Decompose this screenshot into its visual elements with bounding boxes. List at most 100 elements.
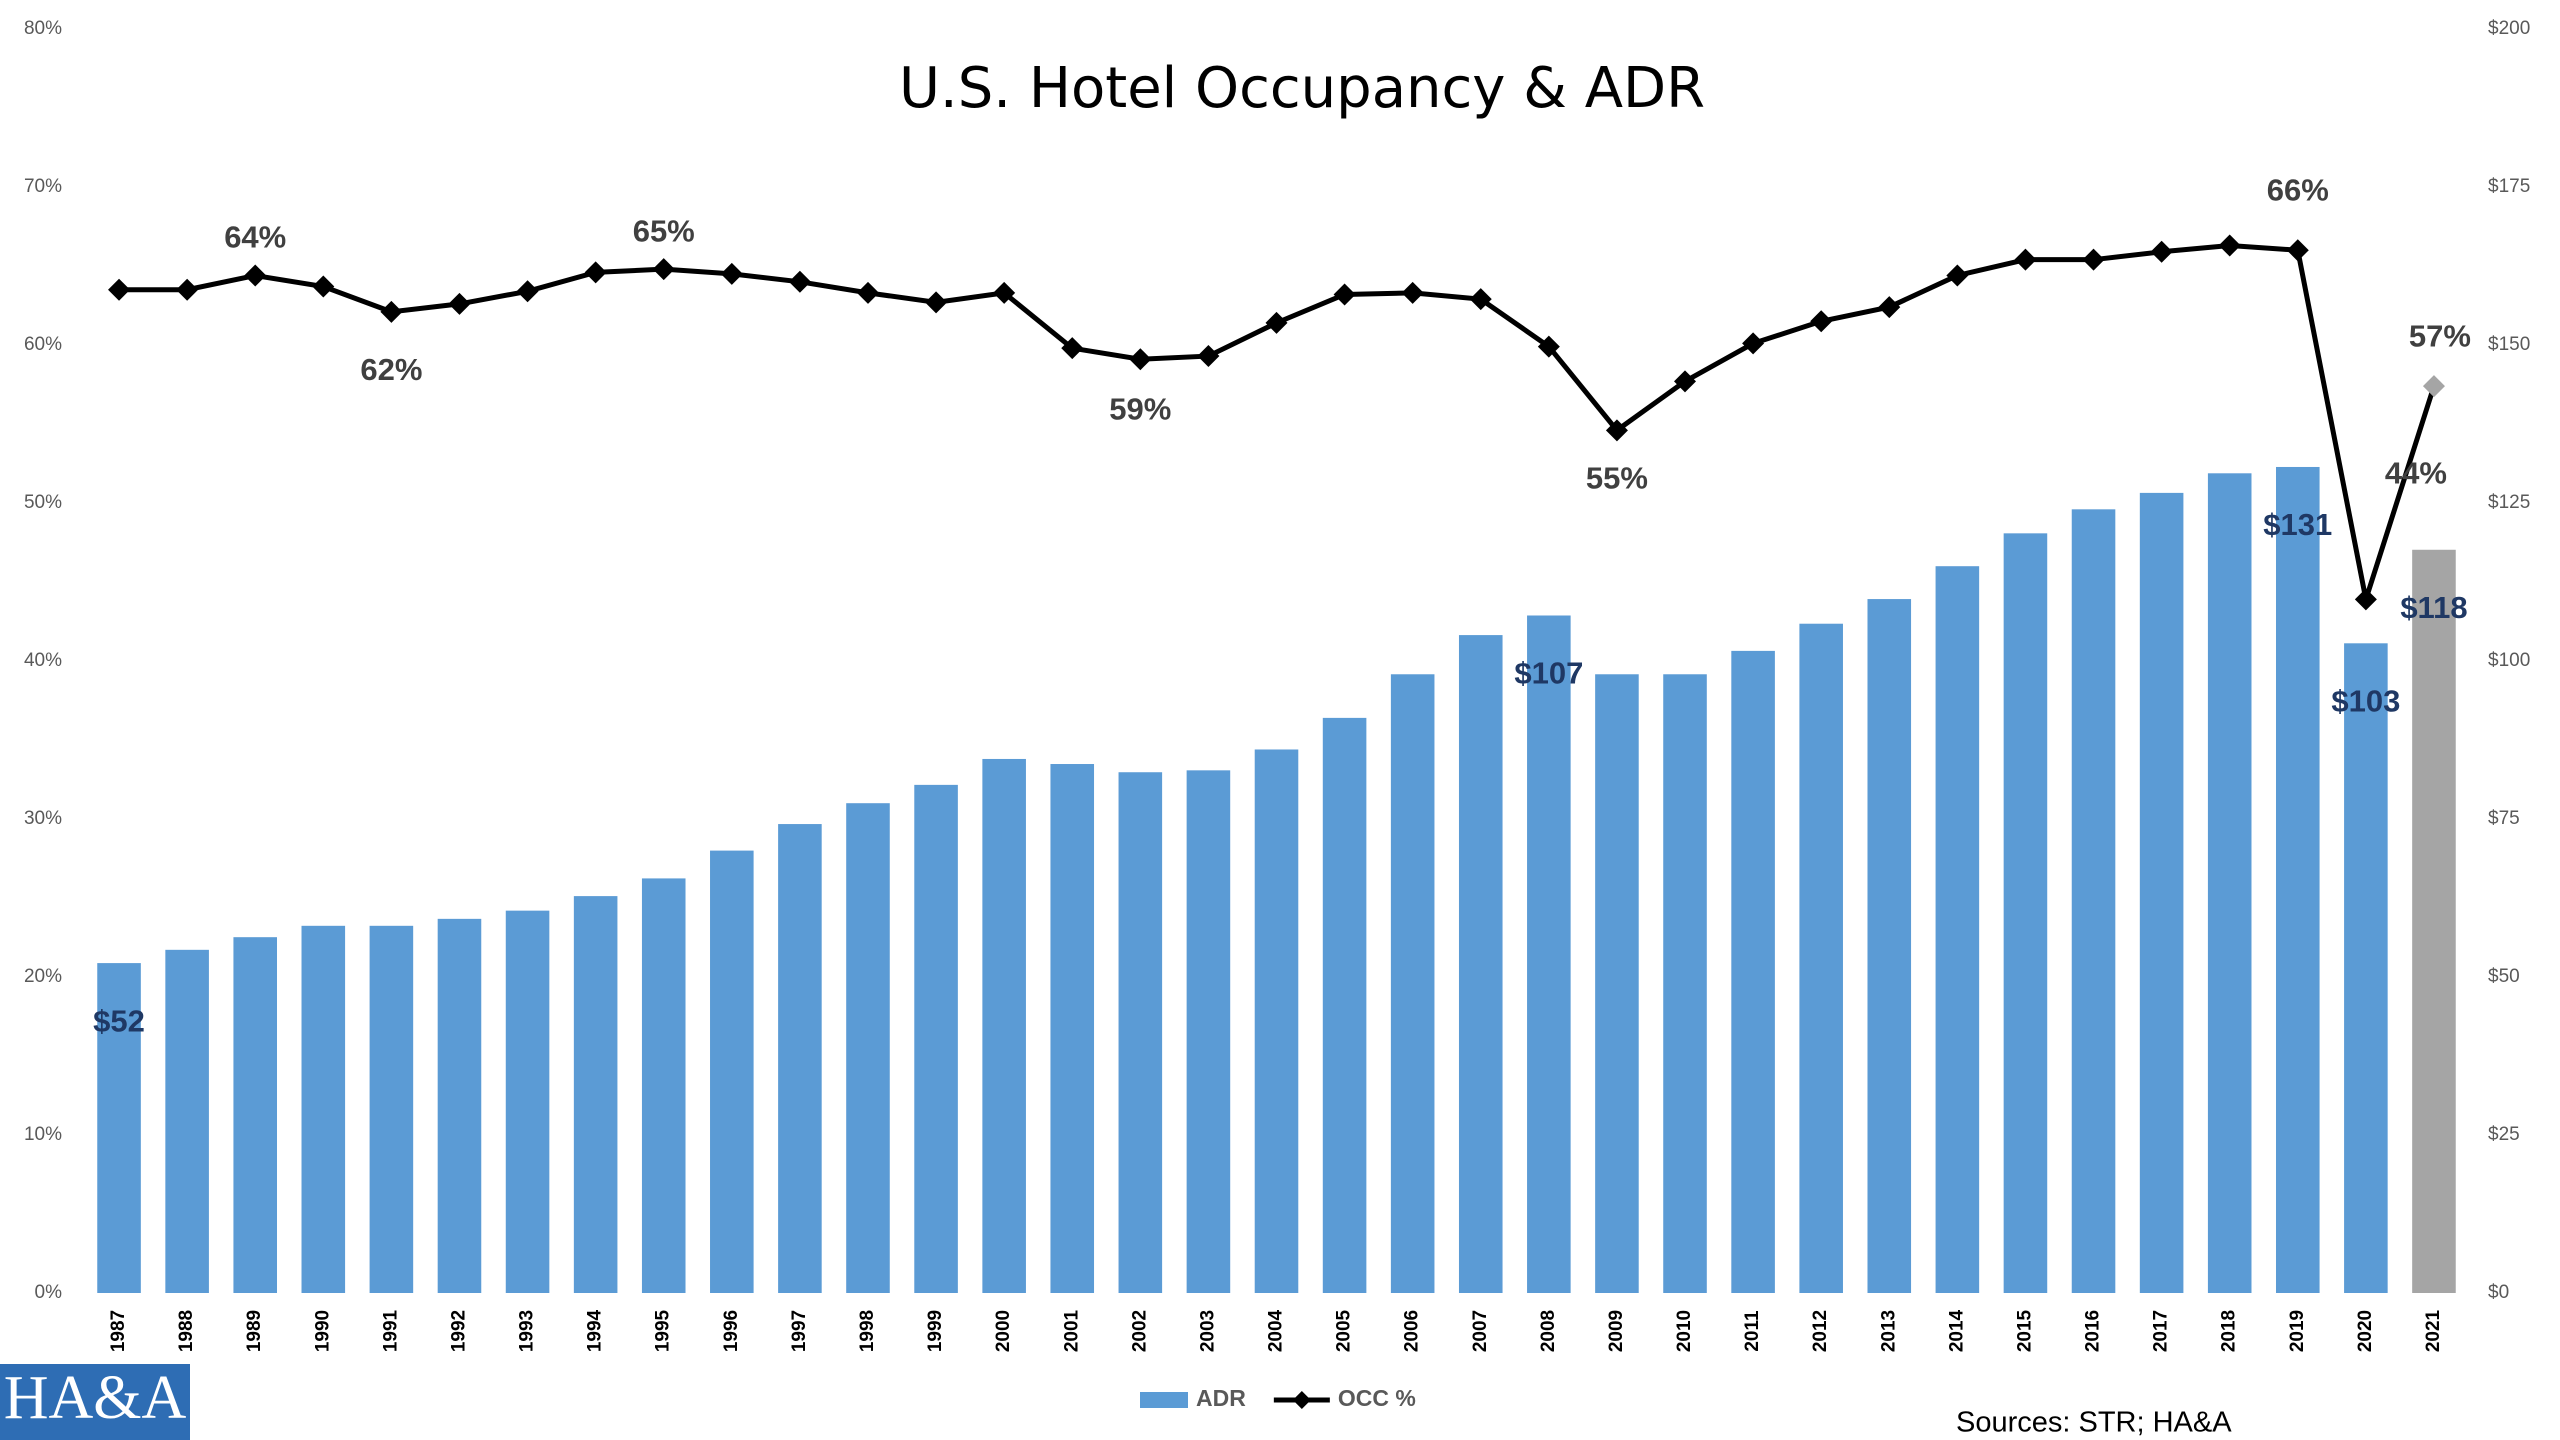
marker (2422, 375, 2445, 398)
bar (1118, 772, 1163, 1293)
bar (369, 925, 414, 1293)
y2-tick-label: $100 (2488, 650, 2530, 671)
bar-label: $103 (2331, 683, 2400, 718)
line-label: 44% (2385, 456, 2447, 491)
y-tick-label: 70% (24, 176, 62, 197)
y2-tick-label: $0 (2488, 1282, 2509, 1303)
marker (108, 278, 131, 301)
bar (437, 918, 482, 1293)
bar (1254, 749, 1299, 1293)
bar-label: $131 (2263, 507, 2332, 542)
x-tick-label: 2018 (2219, 1310, 2240, 1352)
x-tick-label: 2014 (1946, 1309, 1967, 1352)
x-tick-label: 1996 (721, 1310, 742, 1352)
y-tick-label: 0% (35, 1282, 63, 1303)
y-tick-label: 30% (24, 808, 62, 829)
line-label: 55% (1586, 461, 1648, 496)
x-tick-label: 1991 (380, 1309, 401, 1352)
marker (1742, 332, 1765, 355)
y-tick-label: 60% (24, 334, 62, 355)
x-tick-label: 2008 (1538, 1310, 1559, 1352)
x-tick-label: 2015 (2014, 1309, 2035, 1352)
line-label: 64% (224, 220, 286, 255)
marker (1674, 370, 1697, 393)
x-tick-label: 1987 (108, 1310, 129, 1352)
marker (1878, 296, 1901, 319)
logo: HA&A (4, 1364, 187, 1432)
x-tick-label: 2012 (1810, 1310, 1831, 1352)
bar-label: $118 (2400, 590, 2467, 625)
y2-tick-label: $75 (2488, 808, 2520, 829)
bar (2207, 473, 2252, 1293)
bar (573, 896, 618, 1293)
bar (1935, 566, 1980, 1293)
bar (1322, 717, 1367, 1293)
x-tick-label: 2016 (2083, 1310, 2104, 1352)
marker (652, 258, 675, 281)
bar (710, 850, 754, 1293)
x-tick-label: 2011 (1742, 1310, 1763, 1352)
bar (982, 758, 1026, 1293)
bar (914, 784, 958, 1293)
line-label: 62% (360, 352, 422, 387)
marker (244, 264, 267, 287)
bar (846, 803, 890, 1293)
y-tick-label: 50% (24, 492, 62, 513)
legend-swatch (1140, 1392, 1188, 1408)
marker (1401, 281, 1424, 304)
x-tick-label: 2004 (1266, 1309, 1287, 1352)
legend-marker (1292, 1391, 1311, 1409)
x-tick-label: 1992 (448, 1310, 469, 1352)
x-tick-label: 2017 (2151, 1310, 2172, 1352)
x-tick-label: 2000 (993, 1310, 1014, 1352)
marker (1333, 283, 1356, 306)
bar (1050, 764, 1095, 1293)
bar (2275, 466, 2320, 1293)
marker (176, 278, 199, 301)
bar (1458, 635, 1503, 1293)
marker (1197, 345, 1220, 368)
marker (1946, 264, 1969, 287)
bar (97, 963, 141, 1293)
x-tick-label: 2007 (1470, 1310, 1491, 1352)
x-tick-label: 2021 (2423, 1309, 2444, 1352)
bar (505, 910, 550, 1293)
y-tick-label: 80% (24, 18, 62, 39)
line-label: 57% (2409, 318, 2471, 353)
logo-box (0, 1364, 190, 1440)
legend-label: ADR (1196, 1385, 1246, 1411)
x-tick-label: 1997 (789, 1310, 810, 1352)
y-tick-label: 20% (24, 966, 62, 987)
chart-title: U.S. Hotel Occupancy & ADR (899, 56, 1705, 121)
marker (2150, 240, 2173, 263)
x-tick-label: 2019 (2287, 1310, 2308, 1352)
x-tick-label: 2001 (1061, 1309, 1082, 1352)
y2-tick-label: $50 (2488, 966, 2520, 987)
marker (1469, 288, 1492, 311)
x-tick-label: 2002 (1129, 1310, 1150, 1352)
x-tick-label: 2009 (1606, 1310, 1627, 1352)
x-tick-label: 1988 (176, 1310, 197, 1352)
bar (2003, 533, 2048, 1293)
source: Sources: STR; HA&A (1956, 1407, 2232, 1439)
y2-tick-label: $175 (2488, 176, 2530, 197)
bar (2071, 509, 2116, 1293)
x-tick-label: 2003 (1197, 1310, 1218, 1352)
marker (1810, 310, 1833, 333)
marker (856, 281, 879, 304)
marker (1129, 348, 1152, 371)
marker (2286, 239, 2309, 262)
line-label: 66% (2267, 172, 2329, 207)
bar (2139, 492, 2184, 1293)
x-tick-label: 1990 (312, 1310, 333, 1352)
marker (380, 300, 403, 323)
bar (1731, 650, 1775, 1293)
x-tick-label: 2020 (2355, 1310, 2376, 1352)
y2-tick-label: $200 (2488, 18, 2530, 39)
marker (2354, 588, 2377, 611)
bar (301, 925, 346, 1293)
marker (584, 261, 607, 284)
marker (2218, 234, 2241, 257)
marker (1537, 335, 1560, 358)
